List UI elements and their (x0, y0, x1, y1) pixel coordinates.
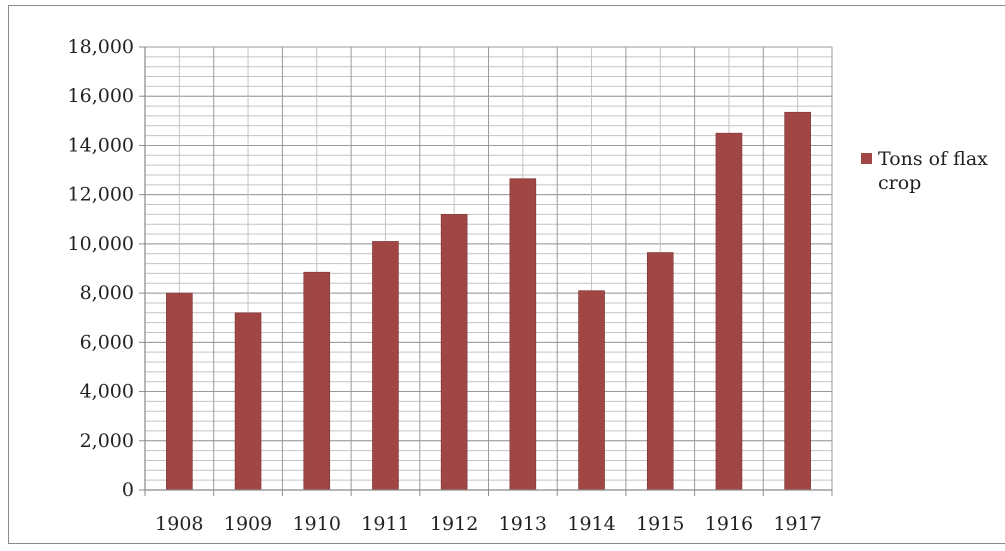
y-tick-label: 14,000 (68, 134, 134, 156)
x-tick-label-1914: 1914 (567, 513, 615, 535)
y-tick-label: 16,000 (68, 85, 134, 107)
y-tick-label: 10,000 (68, 233, 134, 255)
bar-1913 (509, 178, 537, 491)
labels-layer: 0 2,000 4,000 6,000 8,000 10,000 12,000 14,000 1… (68, 36, 822, 535)
x-tick-label-1912: 1912 (430, 513, 478, 535)
bar-1914 (578, 290, 605, 491)
x-tick-label-1915: 1915 (636, 513, 684, 535)
y-tick-label: 18,000 (68, 36, 134, 58)
x-tick-label-1908: 1908 (155, 513, 203, 535)
y-tick-label: 12,000 (68, 184, 134, 206)
bar-1908 (166, 292, 193, 491)
y-tick-label: 2,000 (80, 430, 134, 452)
bar-1915 (646, 252, 674, 491)
x-tick-label-1911: 1911 (361, 513, 409, 535)
x-tick-label-1913: 1913 (499, 513, 547, 535)
x-tick-label-1909: 1909 (224, 513, 272, 535)
legend-label-line: crop (878, 172, 921, 194)
bar-1909 (234, 312, 262, 491)
bars-layer (166, 111, 811, 491)
y-tick-label: 0 (122, 479, 134, 501)
axes-layer (139, 46, 833, 496)
y-tick-label: 4,000 (80, 381, 134, 403)
bar-1917 (784, 111, 811, 491)
bar-1911 (372, 241, 399, 491)
legend-label-line: Tons of flax (878, 148, 988, 170)
x-tick-label-1916: 1916 (705, 513, 753, 535)
bar-1916 (715, 132, 743, 491)
y-tick-label: 6,000 (80, 331, 134, 353)
bar-1912 (440, 214, 468, 491)
y-tick-label: 8,000 (80, 282, 134, 304)
x-tick-label-1910: 1910 (293, 513, 341, 535)
x-tick-label-1917: 1917 (773, 513, 821, 535)
bar-1910 (303, 271, 331, 491)
legend-swatch (861, 153, 872, 164)
